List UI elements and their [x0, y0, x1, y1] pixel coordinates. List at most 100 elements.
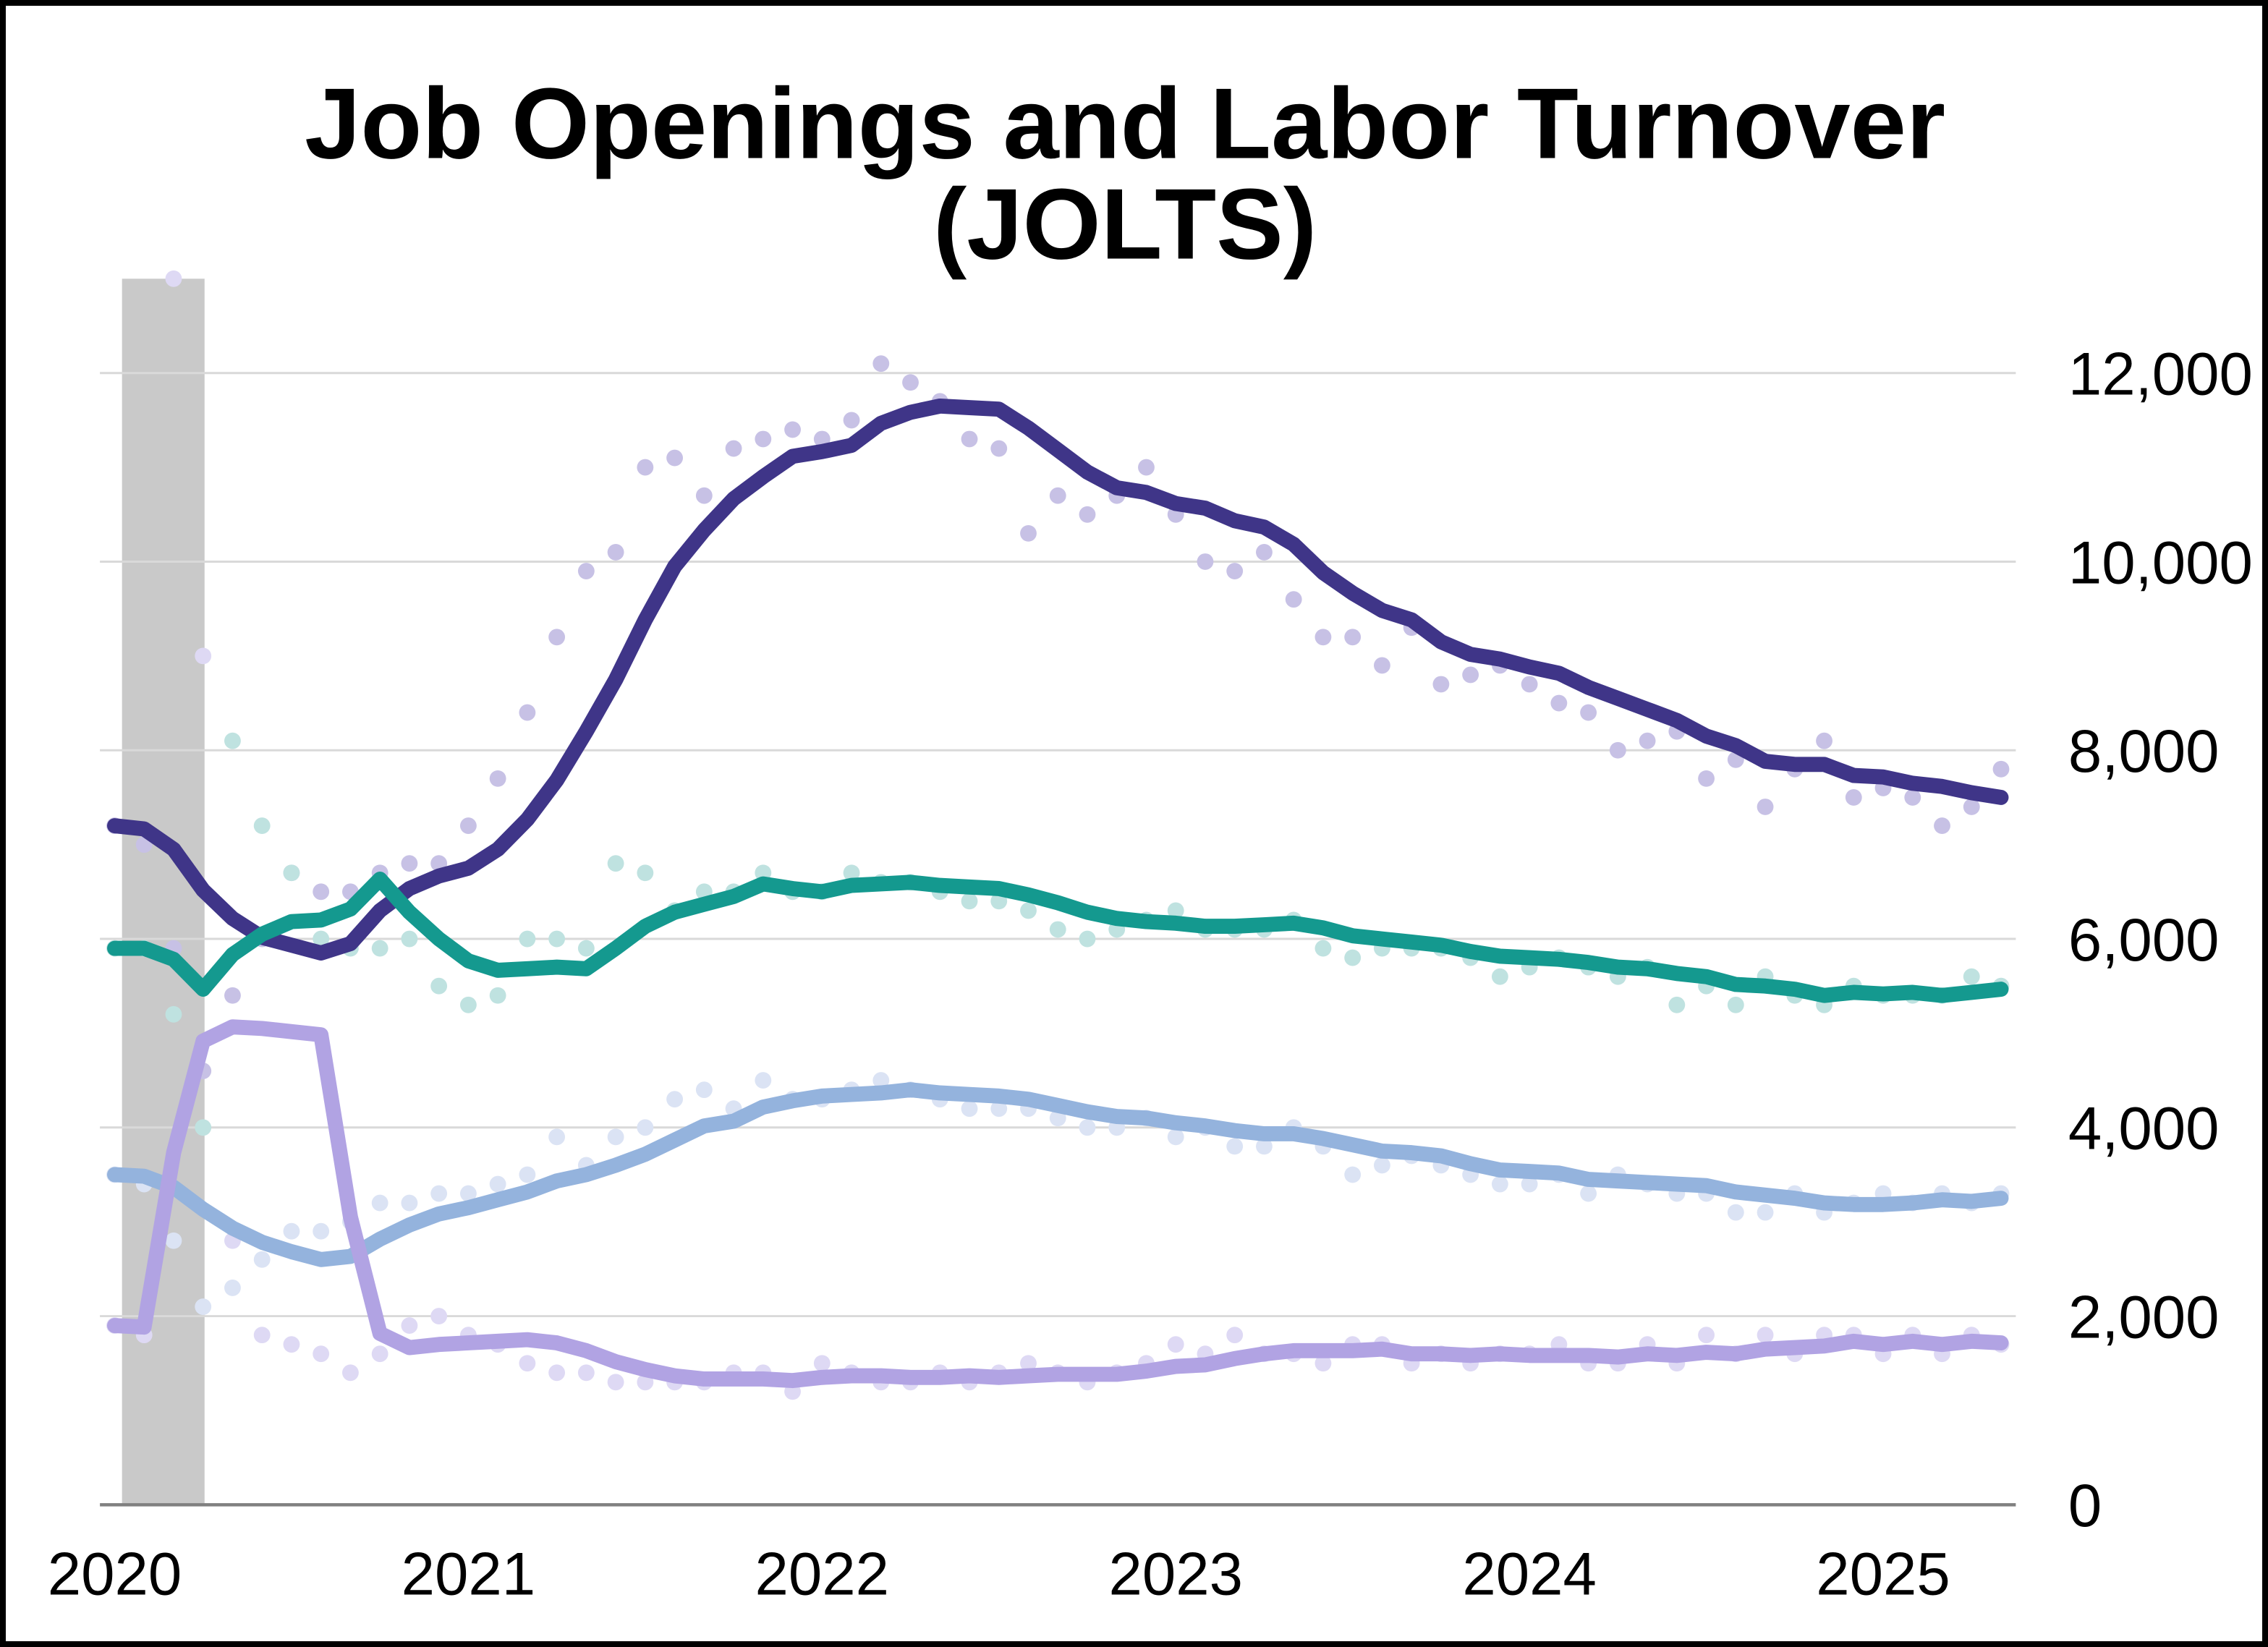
data-dot	[1079, 1119, 1096, 1136]
data-dot	[1816, 732, 1832, 749]
data-dot	[1049, 487, 1066, 504]
y-tick-label-8000: 8,000	[2068, 718, 2220, 785]
data-dot	[1727, 1204, 1744, 1221]
data-dot	[401, 1317, 418, 1335]
data-dot	[1314, 629, 1332, 646]
data-dot	[1344, 1166, 1362, 1183]
data-dot	[1285, 591, 1302, 608]
data-dot	[165, 1005, 182, 1023]
data-dot	[1256, 1138, 1273, 1155]
recession-band-group	[122, 278, 205, 1505]
data-dot	[1462, 666, 1479, 684]
data-dot	[371, 1345, 388, 1363]
data-dot	[1550, 694, 1568, 712]
data-dot	[489, 770, 506, 787]
data-dot	[548, 930, 566, 948]
data-dot	[1992, 760, 2010, 778]
data-dot	[519, 1166, 536, 1183]
data-dot	[577, 940, 595, 957]
x-axis-labels: 2020 2021 2022 2023 2024 2025	[48, 1540, 1950, 1607]
data-dot	[1079, 930, 1096, 948]
data-dot	[1226, 1327, 1244, 1344]
data-dot	[371, 940, 388, 957]
y-axis-labels: 0 2,000 4,000 6,000 8,000 10,000 12,000	[2068, 341, 2253, 1540]
data-dot	[1491, 1175, 1508, 1193]
data-dot	[1668, 996, 1686, 1013]
data-dot	[872, 1072, 890, 1089]
x-tick-label-2020: 2020	[48, 1540, 182, 1607]
data-dot	[755, 430, 772, 448]
data-dot	[1521, 1175, 1538, 1193]
data-dot	[253, 817, 271, 834]
line-layoffs-and-discharges	[107, 1019, 2009, 1389]
y-tick-label-6000: 6,000	[2068, 906, 2220, 974]
line-job-openings	[107, 398, 2009, 961]
data-dot	[961, 893, 978, 910]
data-dot	[1167, 902, 1184, 919]
data-dot	[430, 977, 448, 995]
data-dot	[1314, 940, 1332, 957]
data-dot	[459, 1185, 477, 1202]
data-dot	[489, 1175, 506, 1193]
recession-band	[122, 278, 205, 1505]
data-dot	[224, 987, 241, 1004]
data-dot	[401, 1194, 418, 1212]
data-dot	[1167, 1128, 1184, 1146]
data-dot	[401, 930, 418, 948]
data-dot	[195, 1298, 212, 1315]
data-dot	[313, 1345, 330, 1363]
data-dot	[637, 1119, 654, 1136]
data-dot	[725, 440, 742, 457]
data-dot	[195, 647, 212, 665]
gridlines-group	[100, 372, 2016, 1318]
data-dot	[607, 544, 624, 561]
data-dot	[813, 1355, 831, 1372]
data-dot	[1491, 968, 1508, 985]
data-dot	[430, 1308, 448, 1324]
data-dot	[430, 1185, 448, 1202]
data-dot	[1344, 949, 1362, 966]
data-dot	[637, 864, 654, 882]
data-dot	[313, 930, 330, 948]
data-dot	[1314, 1355, 1332, 1372]
data-dot	[195, 1119, 212, 1136]
data-dot	[1757, 1204, 1774, 1221]
y-tick-label-10000: 10,000	[2068, 529, 2253, 596]
y-tick-label-0: 0	[2068, 1472, 2102, 1539]
data-dot	[165, 1232, 182, 1249]
data-dot	[755, 1072, 772, 1089]
data-dot	[1373, 1157, 1390, 1174]
data-dot	[283, 1336, 300, 1353]
data-dot	[961, 430, 978, 448]
data-dot	[902, 374, 919, 391]
data-dot	[666, 1091, 684, 1108]
data-dot	[1580, 704, 1597, 721]
y-tick-label-2000: 2,000	[2068, 1283, 2220, 1350]
data-dot	[165, 270, 182, 287]
data-dot	[459, 817, 477, 834]
data-dot	[1226, 563, 1244, 579]
data-dot	[1521, 676, 1538, 693]
data-dot	[519, 1355, 536, 1372]
data-dot	[1020, 1355, 1037, 1372]
data-dot	[253, 1327, 271, 1344]
data-dot	[548, 1364, 566, 1382]
data-dot	[1432, 676, 1450, 693]
data-dot	[548, 629, 566, 646]
data-dot	[224, 1280, 241, 1296]
data-dot	[371, 1194, 388, 1212]
data-dot	[1079, 506, 1096, 523]
data-dot	[313, 1222, 330, 1240]
data-dot	[401, 855, 418, 872]
data-dot	[872, 355, 890, 373]
data-dot	[1197, 553, 1214, 570]
x-tick-label-2023: 2023	[1108, 1540, 1243, 1607]
x-tick-label-2025: 2025	[1816, 1540, 1950, 1607]
data-dot	[607, 855, 624, 872]
data-dot	[1256, 544, 1273, 561]
data-dot	[843, 864, 860, 882]
data-dot	[253, 1251, 271, 1268]
data-dot	[961, 1100, 978, 1118]
